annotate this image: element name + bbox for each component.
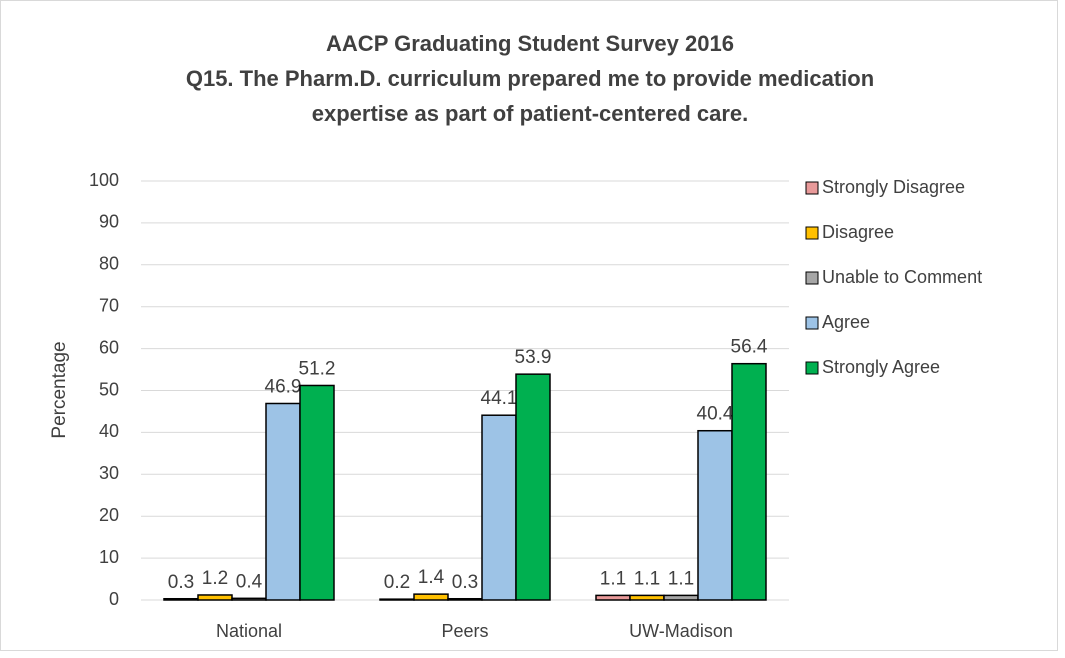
legend-label: Disagree xyxy=(822,222,894,242)
y-tick-label: 80 xyxy=(99,254,119,274)
data-label: 46.9 xyxy=(265,377,302,398)
x-tick-label: National xyxy=(216,621,282,641)
data-label: 51.2 xyxy=(299,358,336,379)
legend-swatch xyxy=(805,271,819,285)
legend-label: Strongly Disagree xyxy=(822,177,965,197)
bar xyxy=(231,597,267,601)
y-tick-label: 60 xyxy=(99,337,119,357)
bar xyxy=(413,593,449,601)
data-label: 1.1 xyxy=(668,568,694,589)
legend-swatch xyxy=(805,316,819,330)
bar xyxy=(731,362,767,601)
bar xyxy=(697,429,733,601)
x-tick-label: UW-Madison xyxy=(629,621,733,641)
legend-swatch xyxy=(805,181,819,195)
legend-swatch xyxy=(805,226,819,240)
y-tick-label: 70 xyxy=(99,295,119,315)
legend-label: Agree xyxy=(822,312,870,332)
legend-label: Strongly Agree xyxy=(822,357,940,377)
y-tick-label: 30 xyxy=(99,463,119,483)
legend-label: Unable to Comment xyxy=(822,267,982,287)
data-label: 44.1 xyxy=(481,388,518,409)
y-tick-label: 20 xyxy=(99,505,119,525)
data-label: 0.2 xyxy=(384,572,410,593)
y-tick-label: 10 xyxy=(99,547,119,567)
bar xyxy=(481,414,517,601)
data-label: 1.2 xyxy=(202,568,228,589)
data-label: 53.9 xyxy=(515,347,552,368)
data-label: 56.4 xyxy=(731,337,768,358)
bar xyxy=(163,597,199,601)
legend-swatch xyxy=(805,361,819,375)
x-tick-label: Peers xyxy=(441,621,488,641)
y-axis-label: Percentage xyxy=(49,341,70,438)
bar xyxy=(629,594,665,601)
bar xyxy=(595,594,631,601)
bar xyxy=(299,384,335,601)
data-label: 0.3 xyxy=(168,572,194,593)
chart-subtitle: Q15. The Pharm.D. curriculum prepared me… xyxy=(186,66,874,91)
bar xyxy=(447,597,483,601)
data-label: 1.4 xyxy=(418,567,445,588)
bar xyxy=(515,373,551,601)
y-tick-label: 90 xyxy=(99,212,119,232)
y-tick-label: 0 xyxy=(109,589,119,609)
chart-subtitle: expertise as part of patient-centered ca… xyxy=(312,101,749,126)
bar xyxy=(197,594,233,601)
bar xyxy=(379,598,415,601)
bar xyxy=(265,402,301,601)
data-label: 0.3 xyxy=(452,572,478,593)
y-tick-label: 50 xyxy=(99,379,119,399)
bar xyxy=(663,594,699,601)
y-tick-label: 40 xyxy=(99,421,119,441)
data-label: 0.4 xyxy=(236,571,263,592)
chart-title: AACP Graduating Student Survey 2016 xyxy=(326,31,734,56)
data-label: 1.1 xyxy=(600,568,626,589)
y-tick-label: 100 xyxy=(89,170,119,190)
data-label: 40.4 xyxy=(697,404,734,425)
data-label: 1.1 xyxy=(634,568,660,589)
